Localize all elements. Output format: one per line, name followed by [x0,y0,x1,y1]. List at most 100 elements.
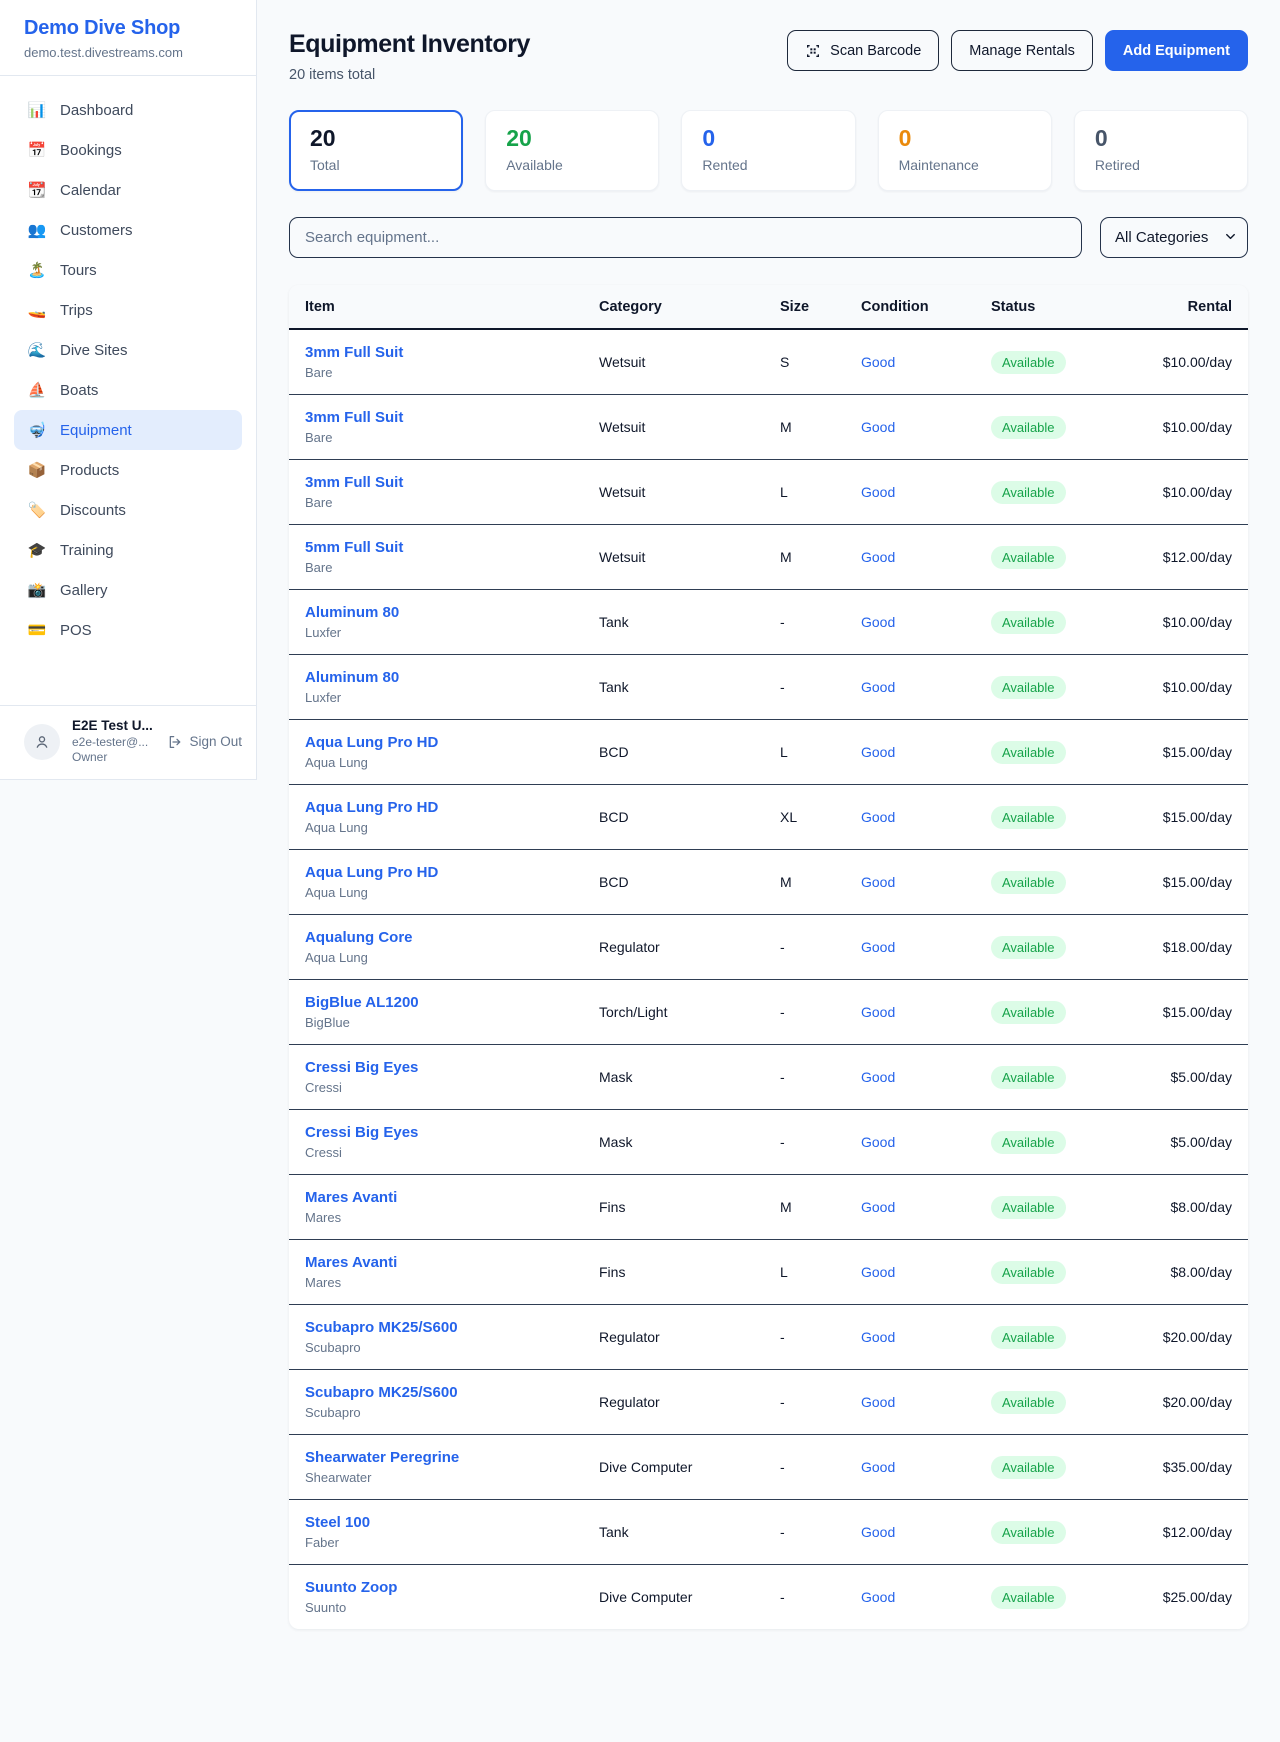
stat-card-available[interactable]: 20 Available [485,110,660,192]
item-size: M [764,524,845,591]
search-input[interactable] [289,217,1082,259]
condition-link[interactable]: Good [861,809,896,826]
item-link[interactable]: Cressi Big Eyes [305,1059,419,1077]
item-link[interactable]: Aluminum 80 [305,669,400,687]
manage-rentals-button[interactable]: Manage Rentals [951,30,1093,71]
sidebar-item-calendar[interactable]: 📆 Calendar [14,170,242,210]
stat-card-retired[interactable]: 0 Retired [1073,110,1249,192]
condition-link[interactable]: Good [861,939,896,956]
condition-link[interactable]: Good [861,874,896,891]
category-select[interactable]: All Categories [1100,217,1248,259]
manage-rentals-label: Manage Rentals [969,42,1075,59]
table-row: Aqualung Core Aqua Lung Regulator - Good Avai… [289,914,1248,981]
item-link[interactable]: 3mm Full Suit [305,344,404,362]
item-brand: Aqua Lung [305,755,368,771]
condition-link[interactable]: Good [861,1589,896,1606]
item-link[interactable]: Aqua Lung Pro HD [305,864,439,882]
item-link[interactable]: Aqua Lung Pro HD [305,799,439,817]
condition-link[interactable]: Good [861,1394,896,1411]
sidebar-item-gallery[interactable]: 📸 Gallery [14,570,242,610]
condition-link[interactable]: Good [861,419,896,436]
sidebar-item-products[interactable]: 📦 Products [14,450,242,490]
item-brand: Luxfer [305,625,342,641]
item-link[interactable]: Suunto Zoop [305,1579,398,1597]
item-link[interactable]: Aqua Lung Pro HD [305,734,439,752]
item-category: Regulator [583,1369,764,1436]
graduation-cap-icon: 🎓 [27,542,47,559]
barcode-scan-icon [805,43,821,59]
stat-card-rented[interactable]: 0 Rented [681,110,856,192]
sidebar-item-tours[interactable]: 🏝️ Tours [14,250,242,290]
item-brand: Aqua Lung [305,885,368,901]
column-header-condition: Condition [845,285,975,331]
stat-label: Total [310,157,340,174]
stats-row: 20 Total 20 Available 0 Rented 0 Maintenance 0 Re… [289,110,1249,192]
condition-link[interactable]: Good [861,549,896,566]
item-link[interactable]: Scubapro MK25/S600 [305,1319,458,1337]
person-icon [33,733,51,751]
rental-price: $10.00/day [1127,459,1248,526]
stat-card-maintenance[interactable]: 0 Maintenance [877,110,1052,192]
item-size: - [764,1434,845,1501]
item-link[interactable]: 3mm Full Suit [305,409,404,427]
item-link[interactable]: Steel 100 [305,1514,371,1532]
sidebar-item-dive-sites[interactable]: 🌊 Dive Sites [14,330,242,370]
stat-value: 20 [310,125,336,151]
item-size: - [764,1369,845,1436]
sidebar-item-pos[interactable]: 💳 POS [14,610,242,650]
table-row: Aluminum 80 Luxfer Tank - Good Available $10.0… [289,589,1248,656]
stat-label: Retired [1094,157,1140,174]
condition-link[interactable]: Good [861,614,896,631]
condition-link[interactable]: Good [861,1264,896,1281]
condition-link[interactable]: Good [861,1069,896,1086]
item-link[interactable]: Mares Avanti [305,1189,398,1207]
condition-link[interactable]: Good [861,744,896,761]
add-equipment-button[interactable]: Add Equipment [1104,30,1248,71]
item-link[interactable]: Aluminum 80 [305,604,400,622]
sign-out-label: Sign Out [189,734,242,750]
item-link[interactable]: Aqualung Core [305,929,413,947]
package-icon: 📦 [27,462,47,479]
item-brand: Bare [305,365,333,381]
sidebar-item-trips[interactable]: 🚤 Trips [14,290,242,330]
condition-link[interactable]: Good [861,1329,896,1346]
condition-link[interactable]: Good [861,1134,896,1151]
item-link[interactable]: 5mm Full Suit [305,539,404,557]
item-link[interactable]: 3mm Full Suit [305,474,404,492]
item-size: - [764,1304,845,1371]
stat-card-total[interactable]: 20 Total [289,110,464,192]
condition-link[interactable]: Good [861,354,896,371]
item-category: Tank [583,589,764,656]
condition-link[interactable]: Good [861,484,896,501]
sidebar-item-training[interactable]: 🎓 Training [14,530,242,570]
item-link[interactable]: BigBlue AL1200 [305,994,419,1012]
sidebar-item-boats[interactable]: ⛵ Boats [14,370,242,410]
item-brand: Bare [305,560,333,576]
item-link[interactable]: Shearwater Peregrine [305,1449,460,1467]
condition-link[interactable]: Good [861,1524,896,1541]
item-brand: Aqua Lung [305,950,368,966]
table-row: 3mm Full Suit Bare Wetsuit M Good Available $1… [289,394,1248,461]
sidebar-item-equipment[interactable]: 🤿 Equipment [14,410,242,450]
item-brand: Suunto [305,1600,347,1616]
condition-link[interactable]: Good [861,679,896,696]
condition-link[interactable]: Good [861,1199,896,1216]
sidebar-item-customers[interactable]: 👥 Customers [14,210,242,250]
scan-barcode-button[interactable]: Scan Barcode [787,30,940,71]
table-row: 3mm Full Suit Bare Wetsuit S Good Available $1… [289,329,1248,396]
sidebar-item-discounts[interactable]: 🏷️ Discounts [14,490,242,530]
condition-link[interactable]: Good [861,1004,896,1021]
sidebar-item-bookings[interactable]: 📅 Bookings [14,130,242,170]
wave-icon: 🌊 [27,342,47,359]
speedboat-icon: 🚤 [27,302,47,319]
rental-price: $10.00/day [1127,654,1248,721]
status-badge: Available [991,870,1066,894]
item-link[interactable]: Scubapro MK25/S600 [305,1384,458,1402]
label-tag-icon: 🏷️ [27,502,47,519]
item-link[interactable]: Mares Avanti [305,1254,398,1272]
condition-link[interactable]: Good [861,1459,896,1476]
item-link[interactable]: Cressi Big Eyes [305,1124,419,1142]
diving-mask-icon: 🤿 [27,422,47,439]
sidebar-item-dashboard[interactable]: 📊 Dashboard [14,90,242,130]
sign-out-button[interactable]: Sign Out [167,734,242,750]
